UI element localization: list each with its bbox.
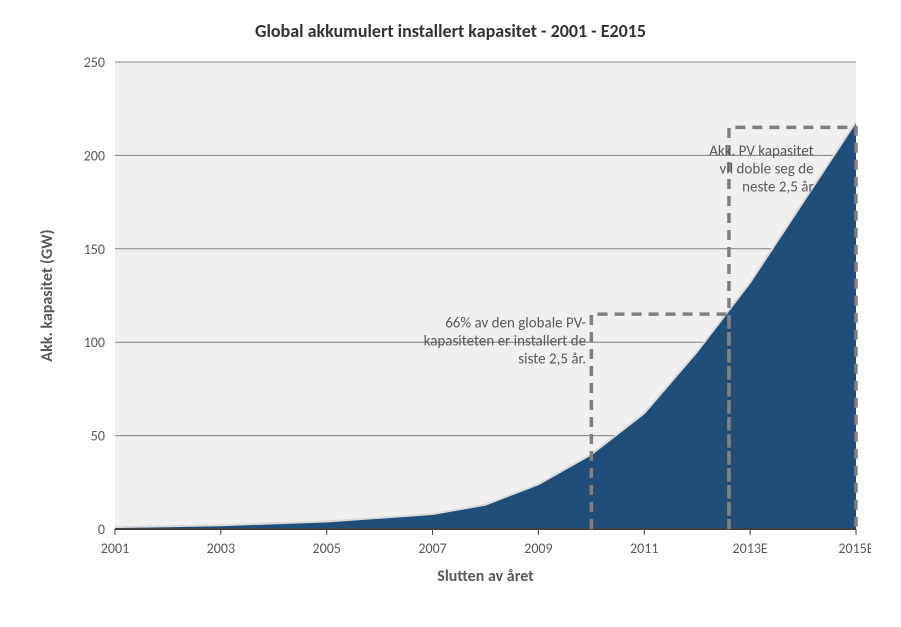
x-tick-label: 2003 bbox=[207, 540, 235, 557]
x-axis-label: Slutten av året bbox=[437, 567, 534, 586]
annotation-text: siste 2,5 år. bbox=[518, 350, 586, 368]
x-tick-label: 2001 bbox=[101, 540, 129, 557]
y-tick-label: 100 bbox=[84, 334, 105, 351]
annotation-text: neste 2,5 år bbox=[742, 178, 814, 196]
annotation-text: vil doble seg de bbox=[720, 160, 814, 178]
y-tick-label: 0 bbox=[98, 521, 105, 538]
x-tick-label: 2015E bbox=[838, 540, 871, 557]
y-axis-label: Akk. kapasitet (GW) bbox=[38, 229, 57, 361]
y-tick-label: 150 bbox=[84, 241, 105, 258]
y-tick-label: 200 bbox=[84, 147, 105, 164]
y-tick-label: 50 bbox=[91, 428, 105, 445]
x-tick-label: 2011 bbox=[630, 540, 658, 557]
x-tick-label: 2005 bbox=[313, 540, 341, 557]
plot-area: 0 50 100 150 200 250 66% av den globale PV-kap… bbox=[30, 52, 871, 589]
annotation-text: 66% av den globale PV- bbox=[445, 314, 586, 332]
x-tick-label: 2009 bbox=[524, 540, 552, 557]
x-tick-label: 2007 bbox=[418, 540, 446, 557]
annotation-text: Akk. PV kapasitet bbox=[709, 142, 813, 160]
chart-title: Global akkumulert installert kapasitet -… bbox=[30, 20, 871, 42]
annotation-text: kapasiteten er installert de bbox=[424, 332, 586, 350]
chart-container: Global akkumulert installert kapasitet -… bbox=[0, 0, 901, 627]
y-tick-label: 250 bbox=[84, 54, 105, 71]
x-tick-label: 2013E bbox=[733, 540, 768, 557]
chart-svg: 0 50 100 150 200 250 66% av den globale PV-kap… bbox=[30, 52, 871, 599]
